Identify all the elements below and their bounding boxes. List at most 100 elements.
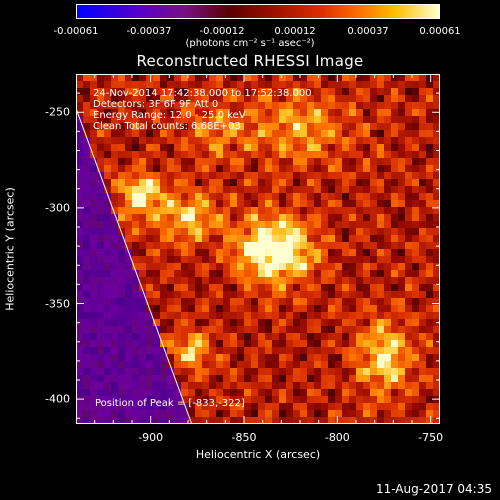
heatmap-cell [405, 326, 412, 333]
heatmap-cell [272, 144, 279, 151]
heatmap-cell [356, 410, 363, 417]
heatmap-cell [335, 333, 342, 340]
heatmap-cell [279, 228, 286, 235]
heatmap-cell [160, 410, 167, 417]
heatmap-cell [132, 277, 139, 284]
heatmap-cell [132, 291, 139, 298]
heatmap-cell [314, 347, 321, 354]
heatmap-cell [97, 403, 104, 410]
heatmap-cell [398, 186, 405, 193]
heatmap-cell [363, 249, 370, 256]
heatmap-cell [370, 277, 377, 284]
heatmap-cell [342, 221, 349, 228]
heatmap-cell [160, 340, 167, 347]
heatmap-cell [90, 214, 97, 221]
heatmap-cell [286, 396, 293, 403]
heatmap-cell [391, 396, 398, 403]
heatmap-cell [258, 263, 265, 270]
heatmap-cell [342, 116, 349, 123]
heatmap-cell [412, 116, 419, 123]
heatmap-cell [174, 249, 181, 256]
heatmap-cell [321, 221, 328, 228]
heatmap-cell [237, 298, 244, 305]
heatmap-cell [202, 158, 209, 165]
heatmap-cell [307, 137, 314, 144]
heatmap-cell [342, 312, 349, 319]
heatmap-cell [265, 410, 272, 417]
heatmap-cell [356, 326, 363, 333]
heatmap-cell [321, 116, 328, 123]
heatmap-cell [307, 158, 314, 165]
heatmap-cell [188, 116, 195, 123]
heatmap-cell [174, 256, 181, 263]
heatmap-cell [146, 256, 153, 263]
heatmap-cell [328, 326, 335, 333]
heatmap-cell [419, 102, 426, 109]
heatmap-cell [405, 151, 412, 158]
heatmap-cell [321, 151, 328, 158]
heatmap-cell [377, 137, 384, 144]
heatmap-cell [132, 382, 139, 389]
heatmap-cell [111, 249, 118, 256]
heatmap-cell [118, 151, 125, 158]
heatmap-cell [104, 319, 111, 326]
heatmap-cell [202, 74, 209, 81]
heatmap-cell [160, 95, 167, 102]
heatmap-cell [384, 179, 391, 186]
heatmap-cell [349, 263, 356, 270]
heatmap-cell [321, 74, 328, 81]
heatmap-cell [377, 354, 384, 361]
heatmap-cell [223, 193, 230, 200]
heatmap-cell [405, 368, 412, 375]
heatmap-cell [209, 193, 216, 200]
heatmap-cell [202, 354, 209, 361]
heatmap-cell [279, 109, 286, 116]
heatmap-cell [188, 291, 195, 298]
heatmap-cell [405, 172, 412, 179]
heatmap-cell [363, 277, 370, 284]
heatmap-cell [230, 347, 237, 354]
heatmap-cell [342, 165, 349, 172]
heatmap-cell [195, 116, 202, 123]
heatmap-cell [90, 81, 97, 88]
heatmap-cell [132, 256, 139, 263]
heatmap-cell [118, 221, 125, 228]
heatmap-cell [307, 81, 314, 88]
heatmap-cell [90, 102, 97, 109]
heatmap-cell [125, 277, 132, 284]
heatmap-cell [335, 305, 342, 312]
heatmap-cell [258, 382, 265, 389]
heatmap-cell [76, 81, 83, 88]
heatmap-cell [328, 312, 335, 319]
heatmap-cell [202, 95, 209, 102]
heatmap-cell [335, 277, 342, 284]
heatmap-cell [391, 235, 398, 242]
heatmap-cell [104, 102, 111, 109]
heatmap-cell [342, 235, 349, 242]
heatmap-cell [76, 249, 83, 256]
heatmap-cell [286, 74, 293, 81]
heatmap-cell [111, 137, 118, 144]
y-axis-label: Heliocentric Y (arcsec) [3, 187, 17, 311]
heatmap-cell [293, 270, 300, 277]
heatmap-cell [195, 396, 202, 403]
heatmap-cell [251, 333, 258, 340]
heatmap-cell [125, 102, 132, 109]
heatmap-cell [146, 186, 153, 193]
heatmap-cell [370, 270, 377, 277]
heatmap-cell [244, 88, 251, 95]
heatmap-cell [223, 130, 230, 137]
heatmap-cell [377, 375, 384, 382]
heatmap-cell [146, 179, 153, 186]
heatmap-cell [391, 151, 398, 158]
heatmap-cell [153, 116, 160, 123]
heatmap-cell [111, 403, 118, 410]
heatmap-cell [342, 389, 349, 396]
heatmap-cell [426, 228, 433, 235]
heatmap-cell [237, 312, 244, 319]
heatmap-cell [433, 81, 440, 88]
heatmap-cell [139, 312, 146, 319]
heatmap-cell [391, 340, 398, 347]
heatmap-cell [104, 165, 111, 172]
heatmap-cell [90, 151, 97, 158]
